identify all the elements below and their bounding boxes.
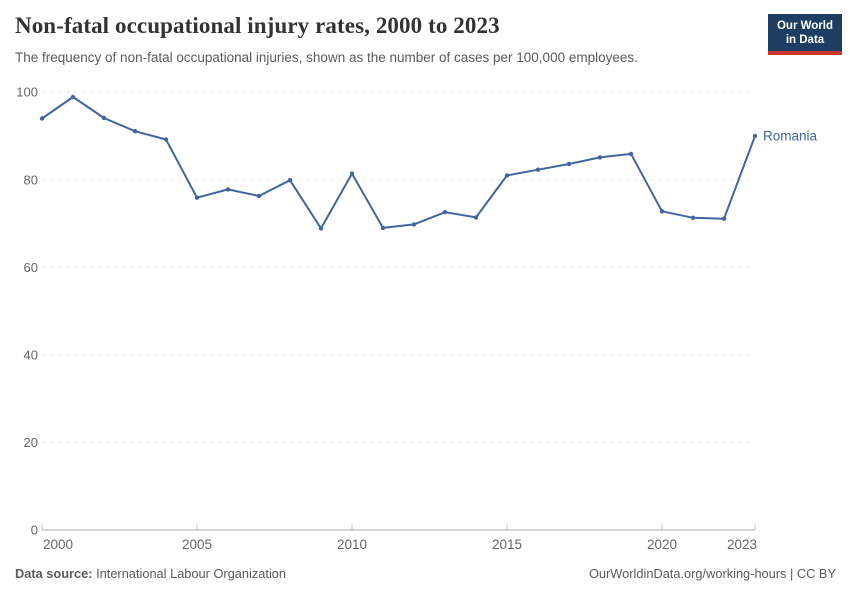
data-point-2020[interactable] xyxy=(659,209,665,214)
data-point-2006[interactable] xyxy=(225,187,231,192)
data-point-2009[interactable] xyxy=(318,226,324,231)
data-point-2019[interactable] xyxy=(628,151,634,157)
x-axis-tick-label-2005: 2005 xyxy=(182,537,212,552)
x-axis-tick-label-2000: 2000 xyxy=(43,537,73,552)
y-axis-tick-label-60: 60 xyxy=(24,260,38,275)
series-line-romania[interactable] xyxy=(41,96,756,230)
line-chart: 0 20 40 60 80 100 2000 2005 2010 2015 2020 2023 Roma… xyxy=(16,85,818,552)
x-axis-tick-label-2020: 2020 xyxy=(647,537,677,552)
data-point-2017[interactable] xyxy=(566,161,572,167)
owid-logo-line2: in Data xyxy=(785,34,825,46)
owid-logo[interactable]: Our World in Data xyxy=(768,14,842,55)
data-source: Data source: International Labour Organi… xyxy=(15,566,286,581)
y-axis-tick-label-100: 100 xyxy=(16,85,38,100)
data-point-2005[interactable] xyxy=(194,195,200,200)
data-point-2010[interactable] xyxy=(349,171,355,176)
owid-logo-line1: Our World xyxy=(776,20,833,32)
data-point-2011[interactable] xyxy=(380,225,386,231)
data-point-2018[interactable] xyxy=(597,155,603,160)
data-point-2015[interactable] xyxy=(504,173,510,178)
data-point-2008[interactable] xyxy=(287,178,293,183)
data-point-2021[interactable] xyxy=(690,215,696,220)
data-source-label: Data source: xyxy=(15,566,93,581)
data-point-2007[interactable] xyxy=(256,193,262,199)
data-point-2004[interactable] xyxy=(163,137,169,142)
data-point-2003[interactable] xyxy=(132,129,138,134)
data-point-2014[interactable] xyxy=(473,215,479,220)
y-axis-tick-label-80: 80 xyxy=(24,172,38,187)
data-point-2012[interactable] xyxy=(411,222,417,227)
x-axis-tick-label-2010: 2010 xyxy=(337,537,367,552)
y-axis-tick-label-0: 0 xyxy=(31,523,38,538)
chart-subtitle: The frequency of non-fatal occupational … xyxy=(15,50,638,65)
series-label-romania[interactable]: Romania xyxy=(763,128,818,143)
y-axis-tick-label-20: 20 xyxy=(24,435,38,450)
data-source-value: International Labour Organization xyxy=(92,566,287,581)
data-point-2016[interactable] xyxy=(535,167,541,172)
attribution-link[interactable]: OurWorldinData.org/working-hours | CC BY xyxy=(588,566,836,581)
x-axis-tick-label-2023: 2023 xyxy=(727,537,757,552)
data-point-2002[interactable] xyxy=(101,115,107,121)
data-point-2001[interactable] xyxy=(70,94,76,100)
page-title: Non-fatal occupational injury rates, 200… xyxy=(15,13,500,38)
data-point-2013[interactable] xyxy=(442,210,448,215)
y-axis-tick-label-40: 40 xyxy=(24,347,38,362)
data-point-2022[interactable] xyxy=(721,216,727,221)
x-axis-tick-label-2015: 2015 xyxy=(492,537,522,552)
data-point-2000[interactable] xyxy=(39,116,45,121)
data-point-2023[interactable] xyxy=(752,133,758,139)
